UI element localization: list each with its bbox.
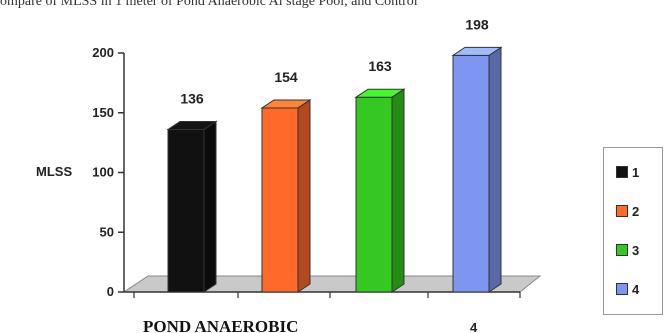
bar-front <box>261 107 299 293</box>
legend-label: 2 <box>632 203 640 219</box>
legend-item: 2 <box>616 203 639 219</box>
legend-swatch <box>616 166 628 178</box>
y-tick-label: 100 <box>92 165 114 180</box>
legend-swatch <box>616 283 628 295</box>
legend-label: 1 <box>632 164 640 180</box>
bar-side <box>203 120 217 293</box>
bar-1 <box>166 120 218 293</box>
y-tick-label: 150 <box>92 105 114 120</box>
legend-item: 3 <box>616 242 639 258</box>
chart-caption: ompare of MLSS in 1 meter of Pond Anaero… <box>0 0 418 9</box>
bar-front <box>167 128 205 293</box>
legend-swatch <box>616 205 628 217</box>
bar-side <box>391 88 405 293</box>
legend-swatch <box>616 244 628 256</box>
data-label: 163 <box>368 58 392 74</box>
legend-label: 4 <box>632 281 640 297</box>
x-axis-label: POND ANAEROBIC <box>143 317 298 333</box>
legend-item: 1 <box>616 164 639 180</box>
data-label: 198 <box>465 16 489 32</box>
bar-top <box>166 120 218 130</box>
bar-front <box>355 96 393 293</box>
data-label: 136 <box>180 90 204 106</box>
bar-top <box>260 99 312 109</box>
bar-top <box>354 88 406 98</box>
y-axis-label: MLSS <box>36 164 72 179</box>
x-tick-label: 4 <box>470 320 478 333</box>
bar-2 <box>260 99 312 293</box>
bar-4 <box>451 46 503 293</box>
bar-front <box>452 54 490 293</box>
y-tick-label: 50 <box>100 224 114 239</box>
y-tick-label: 0 <box>107 284 114 299</box>
legend-label: 3 <box>632 242 640 258</box>
bar-3 <box>354 88 406 293</box>
y-tick-label: 200 <box>92 45 114 60</box>
chart-legend: 1 2 3 4 <box>603 147 663 315</box>
bar-side <box>297 99 311 293</box>
data-label: 154 <box>274 69 298 85</box>
bar-top <box>451 46 503 56</box>
bar-side <box>488 46 502 293</box>
legend-item: 4 <box>616 281 639 297</box>
